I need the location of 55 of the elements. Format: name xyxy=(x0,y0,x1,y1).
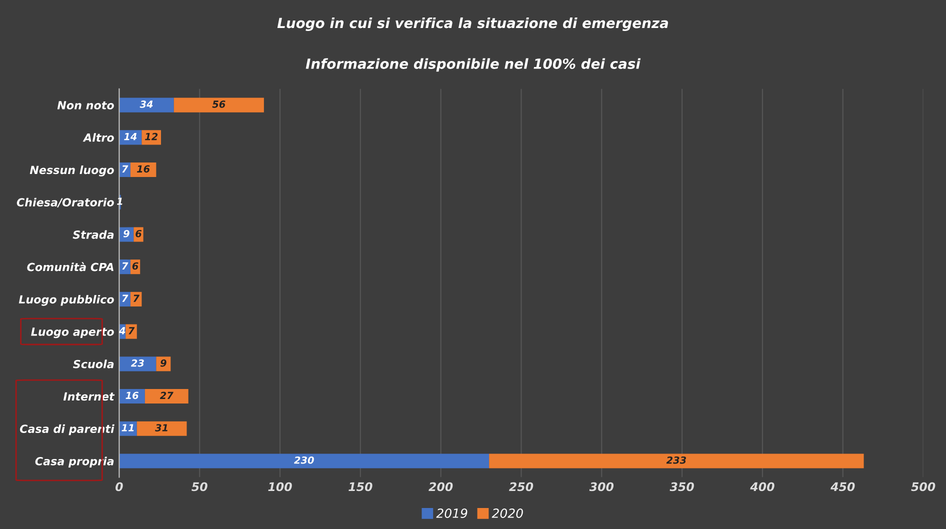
x-tick-label: 300 xyxy=(589,482,614,492)
data-label: 31 xyxy=(155,424,168,432)
x-tick-label: 150 xyxy=(348,482,372,492)
data-label: 233 xyxy=(666,456,686,464)
data-label: 230 xyxy=(294,456,314,464)
y-tick-label: Luogo pubblico xyxy=(18,294,114,306)
legend-label: 2020 xyxy=(492,508,523,518)
y-tick-label: Nessun luogo xyxy=(30,166,114,176)
y-tick-label: Comunità CPA xyxy=(27,262,114,272)
x-tick-label: 250 xyxy=(509,482,534,492)
data-label: 12 xyxy=(145,132,158,140)
data-label: 7 xyxy=(122,262,128,270)
data-label: 7 xyxy=(128,327,135,334)
x-tick-label: 450 xyxy=(830,482,855,492)
x-tick-label: 500 xyxy=(911,482,936,492)
bar xyxy=(136,421,187,436)
data-label: 34 xyxy=(140,100,153,108)
bar xyxy=(174,98,264,112)
data-label: 9 xyxy=(160,359,166,367)
x-tick-label: 400 xyxy=(750,482,774,492)
y-tick-label: Casa di parenti xyxy=(20,424,114,436)
bar xyxy=(119,454,490,468)
y-tick-label: Luogo aperto xyxy=(31,328,114,338)
x-tick-label: 200 xyxy=(428,482,453,492)
data-label: 16 xyxy=(136,165,150,173)
data-label: 16 xyxy=(126,392,138,400)
y-tick-label: Casa propria xyxy=(35,456,114,468)
x-tick-label: 100 xyxy=(268,482,292,492)
chart-subtitle: Informazione disponibile nel 100% dei casi xyxy=(306,58,641,72)
y-tick-label: Altro xyxy=(82,133,114,142)
y-tick-label: Scuola xyxy=(73,360,114,368)
data-label: 27 xyxy=(160,392,174,399)
data-label: 7 xyxy=(122,294,128,302)
y-tick-label: Internet xyxy=(63,392,115,401)
x-tick-label: 50 xyxy=(192,482,208,492)
bar xyxy=(144,388,188,404)
data-label: 9 xyxy=(123,230,130,238)
legend-label: 2019 xyxy=(436,508,468,518)
y-tick-label: Chiesa/Oratorio xyxy=(16,198,114,208)
data-label: 14 xyxy=(124,133,137,140)
bar xyxy=(126,324,137,339)
data-label: 7 xyxy=(122,165,128,172)
bar xyxy=(119,98,174,112)
data-label: 6 xyxy=(132,262,138,270)
data-label: 7 xyxy=(133,294,140,302)
data-label: 11 xyxy=(122,424,134,432)
data-label: 56 xyxy=(212,100,226,108)
x-tick-label: 350 xyxy=(670,482,694,492)
x-tick-label: 0 xyxy=(116,482,123,492)
chart-title: Luogo in cui si verifica la situazione di emergenza xyxy=(277,17,668,32)
bar xyxy=(489,454,864,468)
data-label: 23 xyxy=(131,359,144,367)
y-tick-label: Strada xyxy=(72,230,114,239)
data-label: 6 xyxy=(136,230,142,238)
y-tick-label: Non noto xyxy=(57,101,114,110)
